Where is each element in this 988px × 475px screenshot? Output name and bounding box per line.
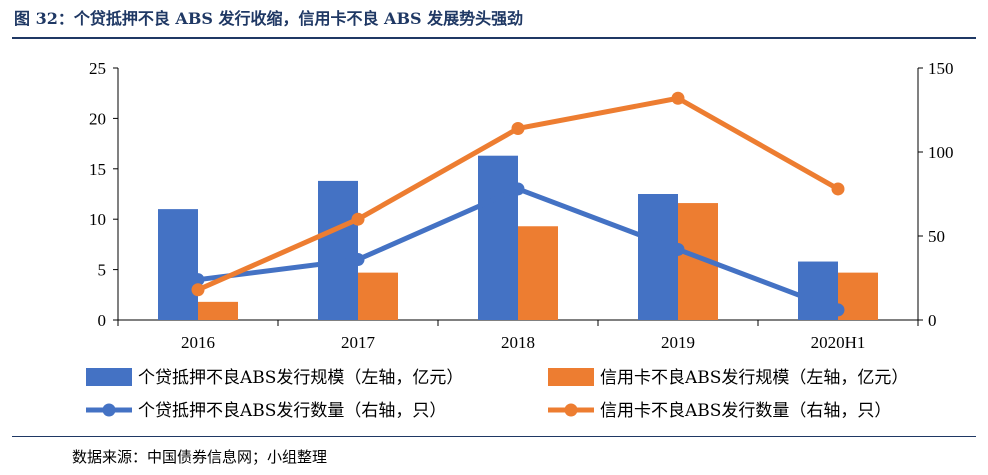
left-tick-label: 10: [89, 210, 106, 229]
bar-mortgage-npl-abs-size: [798, 261, 838, 320]
source-note: 数据来源：中国债券信息网；小组整理: [72, 448, 328, 466]
bar-credit-card-npl-abs-size: [198, 301, 238, 320]
legend-swatch-bar: [86, 368, 132, 386]
chart-legend: 个贷抵押不良ABS发行规模（左轴，亿元） 信用卡不良ABS发行规模（左轴，亿元） 个…: [86, 368, 908, 421]
point-credit-card-npl-abs-count: [831, 182, 845, 196]
right-tick-label: 0: [928, 311, 937, 330]
point-credit-card-npl-abs-count: [351, 212, 365, 226]
point-mortgage-npl-abs-count: [511, 182, 525, 196]
chart-tick-labels: 0 5 10 15 20 25 0 50 100 150 2016 2017 2018 2019 2020H…: [89, 59, 954, 352]
bar-mortgage-npl-abs-size: [478, 155, 518, 320]
right-tick-label: 100: [928, 143, 954, 162]
legend-swatch-marker: [564, 403, 578, 417]
left-tick-label: 0: [98, 311, 107, 330]
left-tick-label: 15: [89, 160, 106, 179]
point-mortgage-npl-abs-count: [671, 242, 685, 256]
left-tick-label: 5: [98, 261, 107, 280]
chart-bars: [158, 155, 878, 320]
footer-divider: [12, 436, 976, 437]
figure-title: 图 32：个贷抵押不良 ABS 发行收缩，信用卡不良 ABS 发展势头强劲: [14, 9, 524, 28]
point-mortgage-npl-abs-count: [191, 273, 205, 287]
legend-swatch-marker: [102, 403, 116, 417]
point-credit-card-npl-abs-count: [511, 121, 525, 135]
bar-credit-card-npl-abs-size: [838, 272, 878, 320]
right-tick-label: 50: [928, 227, 945, 246]
point-credit-card-npl-abs-count: [671, 91, 685, 105]
point-mortgage-npl-abs-count: [831, 303, 845, 317]
point-mortgage-npl-abs-count: [351, 253, 365, 267]
left-tick-label: 25: [89, 59, 106, 78]
legend-swatch-bar: [548, 368, 594, 386]
x-tick-label: 2018: [501, 333, 535, 352]
x-tick-label: 2019: [661, 333, 695, 352]
legend-label: 个贷抵押不良ABS发行规模（左轴，亿元）: [138, 368, 463, 388]
x-tick-label: 2017: [341, 333, 376, 352]
title-divider: [12, 37, 976, 39]
x-tick-label: 2016: [181, 333, 215, 352]
point-credit-card-npl-abs-count: [191, 283, 205, 297]
legend-label: 个贷抵押不良ABS发行数量（右轴，只）: [138, 401, 446, 421]
left-tick-label: 20: [89, 109, 106, 128]
x-tick-label: 2020H1: [811, 333, 866, 352]
legend-label: 信用卡不良ABS发行规模（左轴，亿元）: [600, 368, 908, 388]
legend-label: 信用卡不良ABS发行数量（右轴，只）: [600, 401, 891, 421]
chart-lines: [191, 91, 845, 317]
bar-mortgage-npl-abs-size: [158, 209, 198, 320]
bar-mortgage-npl-abs-size: [318, 180, 358, 320]
bar-mortgage-npl-abs-size: [638, 194, 678, 320]
bar-credit-card-npl-abs-size: [358, 272, 398, 320]
right-tick-label: 150: [928, 59, 954, 78]
bar-credit-card-npl-abs-size: [518, 226, 558, 320]
